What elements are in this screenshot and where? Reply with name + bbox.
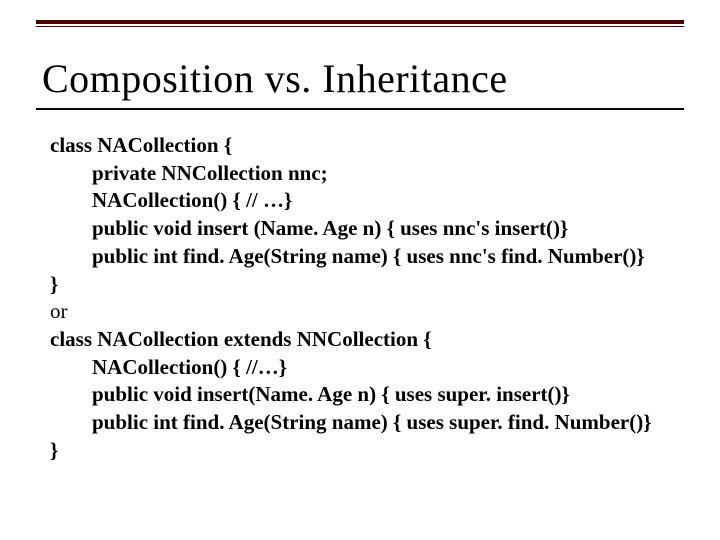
- code-line: or: [50, 298, 684, 326]
- code-line: NACollection() { //…}: [50, 354, 684, 382]
- top-rule-thick: [36, 20, 684, 24]
- code-block: class NACollection { private NNCollectio…: [36, 132, 684, 465]
- code-line: public int find. Age(String name) { uses…: [50, 409, 684, 437]
- slide: Composition vs. Inheritance class NAColl…: [0, 0, 720, 540]
- code-line: private NNCollection nnc;: [50, 160, 684, 188]
- code-line: class NACollection {: [50, 132, 684, 160]
- top-rule-thin: [36, 26, 684, 27]
- code-line: public void insert(Name. Age n) { uses s…: [50, 381, 684, 409]
- code-line: }: [50, 437, 684, 465]
- code-line: public int find. Age(String name) { uses…: [50, 243, 684, 271]
- slide-title: Composition vs. Inheritance: [36, 55, 684, 102]
- code-line: NACollection() { // …}: [50, 187, 684, 215]
- title-underline: [36, 108, 684, 110]
- code-line: public void insert (Name. Age n) { uses …: [50, 215, 684, 243]
- code-line: }: [50, 271, 684, 299]
- code-line: class NACollection extends NNCollection …: [50, 326, 684, 354]
